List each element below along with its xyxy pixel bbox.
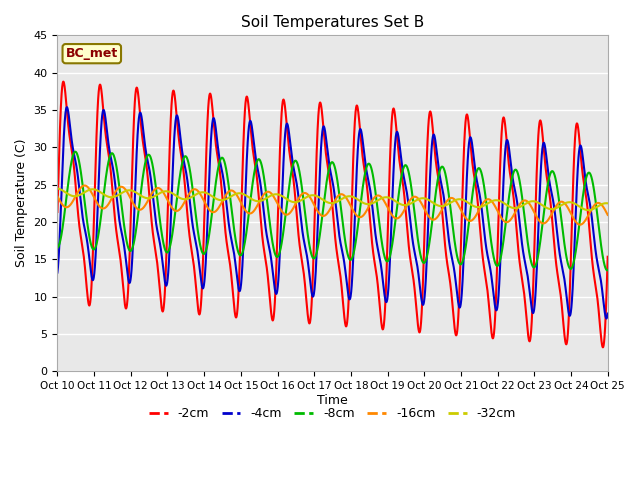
-16cm (534, 216, 541, 222)
-4cm (116, 223, 124, 229)
-8cm (149, 165, 157, 170)
-4cm (604, 311, 612, 316)
-32cm (289, 199, 296, 204)
-32cm (584, 207, 592, 213)
-4cm (63, 104, 71, 110)
-32cm (534, 200, 541, 205)
-8cm (289, 164, 296, 169)
-32cm (264, 194, 272, 200)
-8cm (265, 211, 273, 216)
-2cm (593, 293, 601, 299)
-4cm (265, 242, 273, 248)
Line: -32cm: -32cm (58, 188, 608, 210)
-16cm (604, 212, 612, 218)
-32cm (116, 191, 124, 197)
Text: BC_met: BC_met (66, 47, 118, 60)
-16cm (289, 206, 296, 212)
-32cm (54, 185, 61, 191)
-2cm (265, 282, 273, 288)
Line: -16cm: -16cm (58, 185, 608, 225)
Line: -2cm: -2cm (58, 82, 608, 348)
-2cm (116, 255, 124, 261)
-2cm (289, 169, 296, 175)
-4cm (54, 270, 61, 276)
-32cm (604, 201, 612, 206)
-16cm (593, 200, 601, 206)
Legend: -2cm, -4cm, -8cm, -16cm, -32cm: -2cm, -4cm, -8cm, -16cm, -32cm (144, 402, 521, 425)
-8cm (534, 254, 541, 260)
-8cm (604, 267, 612, 273)
-4cm (289, 158, 296, 164)
-16cm (576, 222, 584, 228)
-32cm (593, 204, 601, 210)
-2cm (54, 209, 61, 215)
-8cm (604, 267, 611, 273)
X-axis label: Time: Time (317, 394, 348, 407)
-4cm (534, 241, 541, 247)
-2cm (604, 254, 612, 260)
-16cm (116, 184, 124, 190)
-16cm (149, 189, 157, 194)
-4cm (149, 194, 157, 200)
-16cm (54, 193, 61, 199)
-4cm (593, 258, 601, 264)
-4cm (603, 316, 611, 322)
Title: Soil Temperatures Set B: Soil Temperatures Set B (241, 15, 424, 30)
-32cm (149, 194, 157, 200)
Y-axis label: Soil Temperature (C): Soil Temperature (C) (15, 139, 28, 267)
-8cm (593, 210, 601, 216)
-8cm (54, 245, 61, 251)
-16cm (81, 182, 88, 188)
-2cm (149, 231, 157, 237)
-8cm (72, 149, 79, 155)
Line: -4cm: -4cm (58, 107, 608, 319)
-8cm (116, 192, 124, 198)
-16cm (265, 189, 273, 195)
-2cm (60, 79, 67, 84)
Line: -8cm: -8cm (58, 152, 608, 270)
-2cm (534, 143, 541, 149)
-2cm (599, 345, 607, 350)
